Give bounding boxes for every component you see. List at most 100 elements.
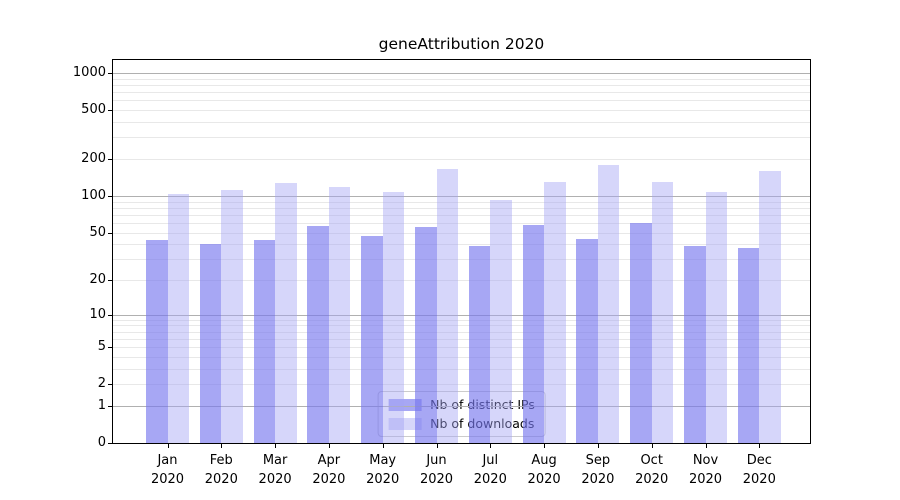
y-tick-label: 20 (89, 272, 106, 287)
x-tick-label: Jul 2020 (458, 451, 522, 489)
x-tick-label: Mar 2020 (243, 451, 307, 489)
gridline-minor (113, 338, 810, 340)
bar-nb-of-downloads (490, 199, 512, 443)
x-tick-month: Jan (157, 453, 178, 468)
gridline-minor (113, 78, 810, 80)
gridline-minor (113, 319, 810, 321)
gridline-minor (113, 201, 810, 203)
y-tick-mark (108, 195, 112, 197)
bar-nb-of-distinct-ips (630, 222, 652, 443)
gridline-major (113, 195, 810, 197)
x-tick-label: Jun 2020 (405, 451, 469, 489)
x-tick-label: Feb 2020 (189, 451, 253, 489)
bar-nb-of-downloads (221, 189, 243, 443)
x-tick-year: 2020 (150, 472, 185, 487)
x-tick-month: Aug (531, 453, 557, 468)
bar-nb-of-downloads (651, 181, 674, 443)
y-tick-mark (108, 443, 112, 444)
y-tick-label: 100 (81, 187, 106, 203)
y-tick-mark (108, 347, 112, 349)
gridline-minor (113, 137, 810, 139)
bar-nb-of-distinct-ips (199, 244, 222, 443)
gridline-minor (113, 347, 810, 349)
legend-swatch (388, 398, 422, 411)
x-tick-mark (490, 444, 492, 448)
gridline-minor (113, 207, 810, 209)
plot-area: Nb of distinct IPs Nb of downloads (112, 59, 811, 444)
x-tick-mark (651, 444, 653, 448)
x-tick-label: Jan 2020 (136, 451, 200, 489)
x-tick-year: 2020 (258, 472, 292, 487)
gridline-minor (113, 122, 810, 123)
x-tick-label: Dec 2020 (727, 451, 791, 489)
bar-nb-of-distinct-ips (415, 226, 437, 443)
bar-nb-of-distinct-ips (146, 240, 168, 443)
y-tick-label: 500 (81, 102, 106, 118)
y-tick-mark (108, 159, 112, 160)
x-tick-mark (167, 444, 169, 448)
x-tick-label: Sep 2020 (566, 451, 630, 489)
gridline-minor (113, 244, 810, 246)
x-tick-label: Nov 2020 (674, 451, 738, 489)
x-tick-mark (436, 444, 438, 448)
x-tick-mark (328, 444, 330, 448)
x-tick-year: 2020 (635, 472, 669, 487)
y-tick-mark (108, 110, 112, 112)
x-tick-year: 2020 (527, 472, 561, 487)
gridline-minor (113, 368, 810, 370)
legend-entry: Nb of downloads (388, 416, 535, 431)
bar-nb-of-downloads (705, 192, 727, 443)
x-tick-mark (705, 444, 707, 448)
x-tick-mark (221, 444, 223, 448)
gridline-major (113, 405, 810, 407)
y-tick-mark (108, 405, 112, 407)
bar-nb-of-downloads (759, 170, 781, 443)
y-tick-mark (108, 232, 112, 234)
chart-title: geneAttribution 2020 (378, 35, 545, 53)
y-tick-label: 10 (89, 306, 106, 322)
x-tick-month: Sep (585, 453, 611, 468)
bar-nb-of-distinct-ips (576, 239, 598, 443)
x-tick-year: 2020 (312, 472, 346, 487)
x-tick-year: 2020 (581, 472, 615, 487)
x-tick-mark (382, 444, 384, 448)
x-tick-month: Apr (317, 453, 341, 468)
x-tick-month: May (369, 453, 397, 468)
x-tick-year: 2020 (419, 472, 454, 487)
bar-nb-of-distinct-ips (468, 245, 491, 443)
x-tick-mark (597, 444, 599, 448)
gridline-minor (113, 232, 810, 234)
bar-nb-of-downloads (275, 182, 297, 443)
gridline-minor (113, 85, 810, 86)
x-tick-year: 2020 (742, 472, 776, 487)
y-tick-label: 50 (89, 224, 106, 240)
bar-nb-of-distinct-ips (307, 225, 329, 443)
gridline-minor (113, 384, 810, 386)
x-tick-year: 2020 (473, 472, 507, 487)
gridline-minor (113, 331, 810, 333)
y-tick-mark (108, 280, 112, 281)
y-tick-mark (108, 384, 112, 386)
bar-nb-of-downloads (328, 187, 351, 443)
x-tick-year: 2020 (204, 472, 238, 487)
x-tick-year: 2020 (366, 472, 400, 487)
gridline-minor (113, 222, 810, 224)
x-tick-year: 2020 (688, 472, 723, 487)
gridline-minor (113, 92, 810, 94)
y-tick-mark (108, 73, 112, 74)
x-tick-label: Apr 2020 (297, 451, 361, 489)
gridline-major (113, 314, 810, 316)
legend: Nb of distinct IPs Nb of downloads (377, 391, 546, 437)
x-tick-month: Feb (209, 453, 233, 468)
y-tick-label: 5 (97, 339, 106, 355)
y-tick-label: 1000 (72, 65, 106, 80)
gridline-minor (113, 214, 810, 216)
y-tick-label: 0 (97, 435, 106, 450)
x-tick-mark (544, 444, 546, 448)
bar-nb-of-distinct-ips (684, 245, 706, 443)
gridline-minor (113, 280, 810, 281)
gridline-minor (113, 110, 810, 112)
x-tick-mark (759, 444, 761, 448)
y-tick-mark (108, 314, 112, 316)
